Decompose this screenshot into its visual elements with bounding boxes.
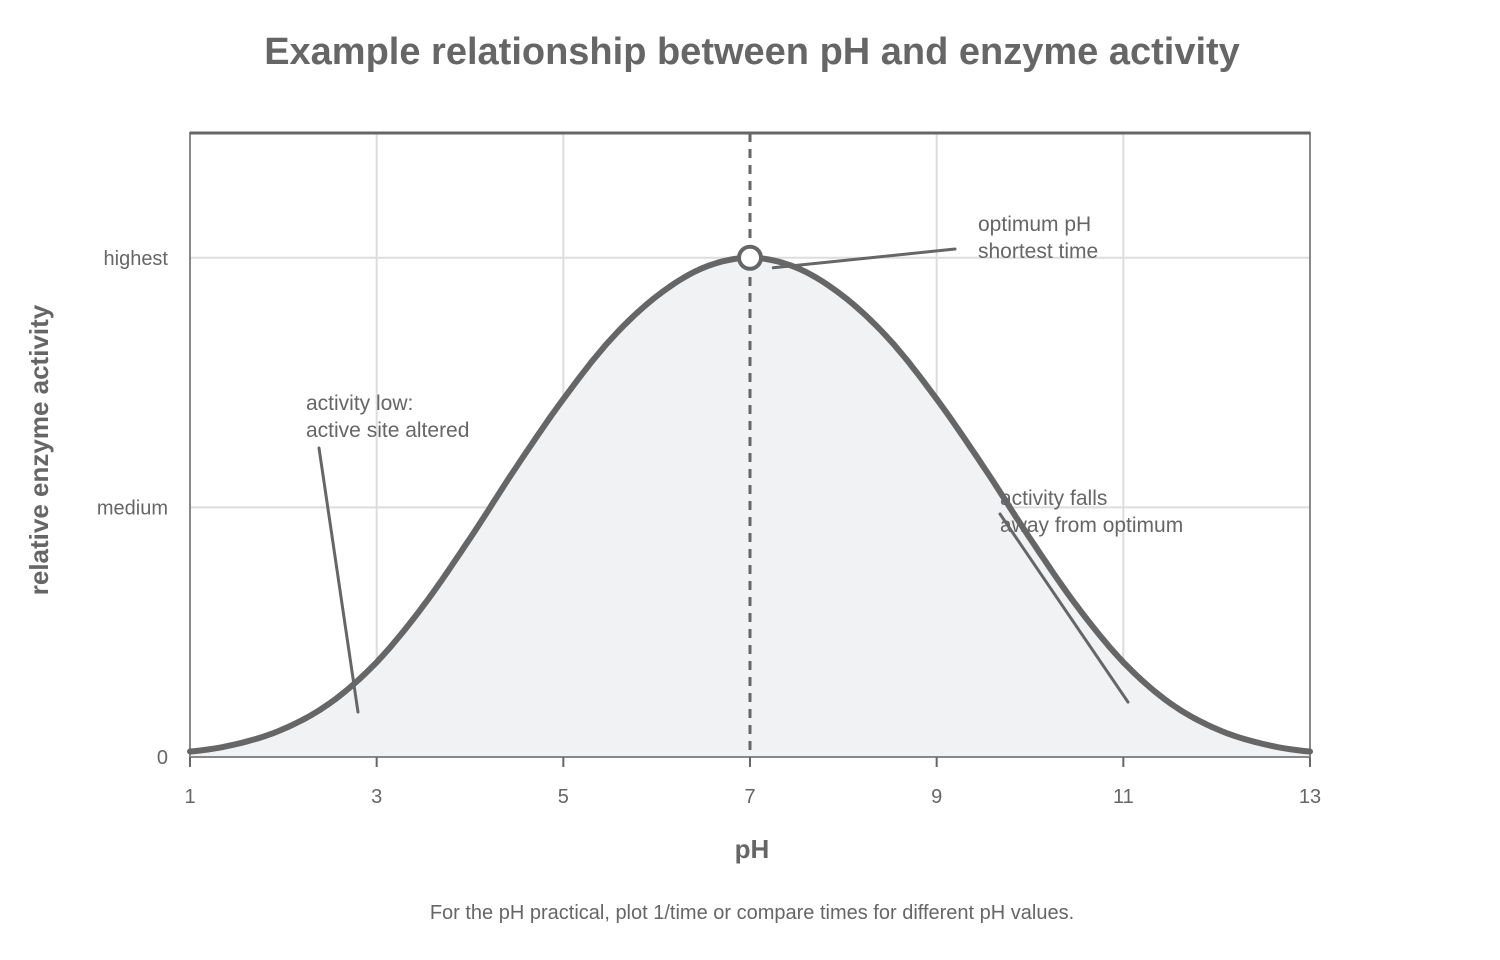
x-tick-label: 9: [931, 786, 942, 808]
x-tick-label: 13: [1299, 786, 1321, 808]
x-tick-label: 11: [1113, 786, 1134, 808]
x-tick-label: 1: [184, 786, 195, 808]
footnote: For the pH practical, plot 1/time or com…: [430, 902, 1074, 924]
x-tick-label: 7: [744, 786, 755, 808]
y-tick-label: medium: [97, 497, 168, 519]
annotation-text: activity low:: [306, 392, 413, 415]
x-axis-label: pH: [735, 834, 770, 864]
x-tick-label: 3: [371, 786, 382, 808]
annotation-text: optimum pH: [978, 213, 1091, 236]
y-axis-label: relative enzyme activity: [24, 304, 54, 595]
chart-title: Example relationship between pH and enzy…: [264, 31, 1240, 73]
y-tick-label: highest: [104, 248, 169, 270]
annotation-leader-line: [998, 512, 1130, 704]
line-layer: [187, 133, 1313, 757]
annotation-text: activity falls: [1000, 487, 1107, 510]
optimum-point-marker: [737, 244, 763, 271]
x-tick-label: 5: [558, 786, 569, 808]
annotation-text: active site altered: [306, 419, 469, 442]
annotation-leader-line: [317, 446, 360, 714]
annotation-layer: optimum pH shortest time activity low: acti…: [306, 213, 1183, 714]
annotation-text: away from optimum: [1000, 514, 1183, 537]
y-tick-label: 0: [157, 747, 168, 769]
annotation-leader-line: [771, 247, 957, 270]
annotation-text: shortest time: [978, 240, 1098, 263]
